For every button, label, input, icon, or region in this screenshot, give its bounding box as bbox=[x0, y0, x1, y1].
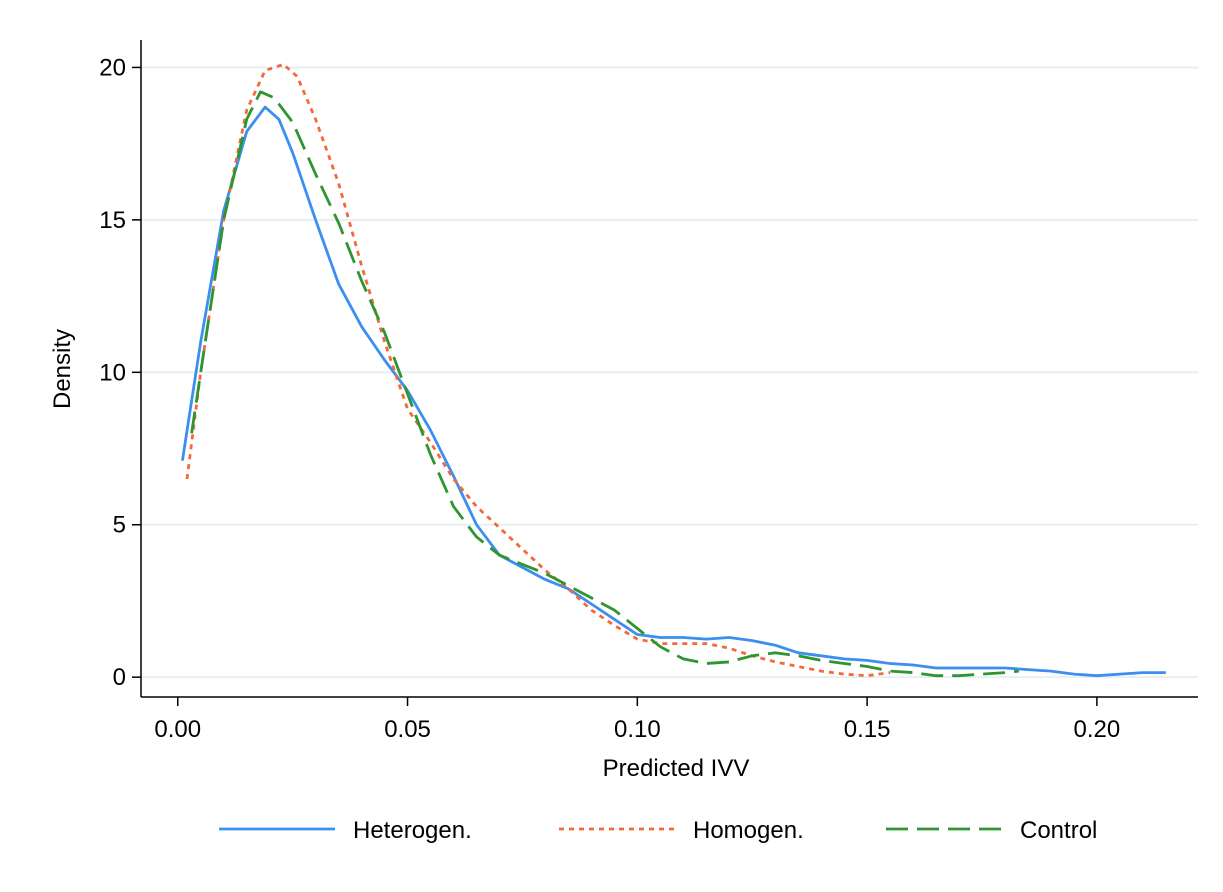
series-line-control bbox=[190, 90, 1019, 678]
grid-lines bbox=[141, 66, 1198, 679]
series-line-heterogen bbox=[181, 105, 1166, 678]
legend-label-1: Homogen. bbox=[693, 817, 804, 844]
y-tick-label-2: 10 bbox=[99, 359, 126, 386]
y-tick-label-4: 20 bbox=[99, 54, 126, 81]
y-tick-label-0: 0 bbox=[113, 664, 126, 691]
x-tick-label-1: 0.05 bbox=[384, 716, 431, 743]
legend: Heterogen. Homogen. Control bbox=[219, 817, 1097, 844]
x-tick-label-2: 0.10 bbox=[614, 716, 661, 743]
legend-label-2: Control bbox=[1020, 817, 1097, 844]
x-axis: 0.00 0.05 0.10 0.15 0.20 bbox=[141, 696, 1198, 743]
x-axis-title: Predicted IVV bbox=[603, 755, 750, 782]
x-tick-label-4: 0.20 bbox=[1074, 716, 1121, 743]
series-layer bbox=[181, 63, 1166, 678]
y-axis: 0 5 10 15 20 bbox=[99, 40, 142, 697]
y-axis-title: Density bbox=[49, 329, 76, 409]
series-line-homogen bbox=[185, 63, 891, 678]
y-tick-label-3: 15 bbox=[99, 207, 126, 234]
y-tick-label-1: 5 bbox=[113, 512, 126, 539]
x-tick-label-3: 0.15 bbox=[844, 716, 891, 743]
x-tick-label-0: 0.00 bbox=[154, 716, 201, 743]
legend-label-0: Heterogen. bbox=[353, 817, 472, 844]
